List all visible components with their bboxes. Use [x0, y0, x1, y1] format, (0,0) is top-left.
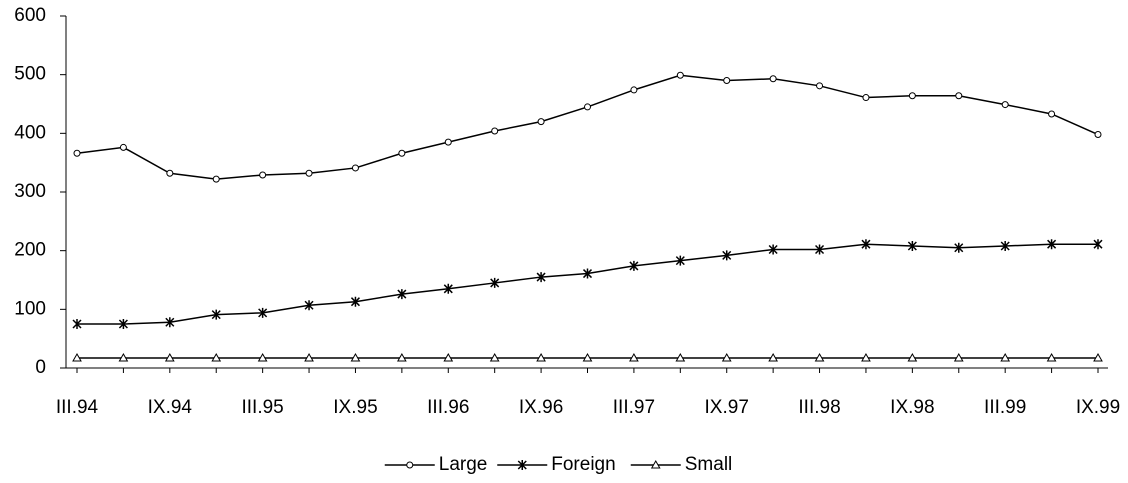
marker	[815, 244, 825, 255]
marker	[166, 169, 174, 177]
marker	[211, 353, 222, 362]
marker	[490, 277, 500, 288]
marker	[676, 71, 684, 79]
x-tick-label: IX.95	[333, 397, 377, 418]
x-tick-label: IX.94	[148, 397, 193, 418]
marker	[1000, 353, 1011, 362]
marker	[814, 353, 825, 362]
marker	[1001, 101, 1009, 109]
x-tick-label: III.99	[984, 397, 1026, 418]
marker	[537, 118, 545, 126]
marker	[861, 239, 871, 250]
y-tick-label: 400	[14, 122, 46, 143]
marker	[489, 353, 500, 362]
marker	[350, 353, 361, 362]
marker	[536, 272, 546, 283]
marker	[164, 353, 175, 362]
marker	[397, 353, 407, 362]
marker	[1047, 239, 1057, 250]
marker	[398, 149, 406, 157]
legend-label: Large	[439, 454, 488, 475]
marker	[954, 242, 964, 253]
marker	[907, 353, 918, 362]
x-tick-label: III.97	[613, 397, 655, 418]
marker	[630, 86, 638, 94]
marker	[629, 353, 639, 362]
marker	[721, 353, 732, 362]
marker	[723, 77, 731, 85]
marker	[444, 138, 452, 146]
marker	[1000, 240, 1010, 251]
x-tick-label: IX.97	[705, 397, 749, 418]
x-tick-label: IX.99	[1076, 397, 1120, 418]
marker	[1093, 353, 1103, 362]
y-tick-label: 600	[14, 5, 46, 26]
marker	[816, 82, 824, 90]
marker	[1093, 239, 1103, 250]
marker	[536, 353, 546, 362]
x-tick-label: III.96	[427, 397, 469, 418]
marker	[350, 296, 360, 307]
marker	[768, 353, 778, 362]
marker	[768, 244, 778, 255]
marker	[304, 300, 314, 311]
y-tick-label: 300	[14, 181, 46, 202]
marker	[908, 92, 916, 100]
y-tick-label: 500	[14, 64, 46, 85]
legend-marker	[406, 461, 414, 469]
marker	[258, 307, 268, 318]
marker	[443, 283, 453, 294]
marker	[118, 353, 129, 362]
marker	[582, 353, 593, 362]
marker	[1046, 353, 1057, 362]
marker	[1048, 110, 1056, 118]
marker	[118, 319, 128, 329]
marker	[305, 169, 313, 177]
marker	[675, 255, 685, 266]
marker	[907, 240, 917, 251]
marker	[722, 250, 732, 261]
marker	[211, 309, 221, 320]
y-tick-label: 100	[14, 298, 46, 319]
series-line	[77, 243, 1098, 325]
x-tick-label: IX.98	[890, 397, 934, 418]
marker	[953, 353, 964, 362]
marker	[769, 75, 777, 83]
marker	[165, 317, 175, 328]
marker	[582, 268, 593, 279]
x-tick-label: III.94	[56, 397, 99, 418]
marker	[443, 353, 454, 362]
legend-marker	[517, 460, 527, 470]
y-tick-label: 0	[35, 357, 46, 378]
y-tick-label: 200	[14, 240, 46, 261]
marker	[491, 127, 499, 135]
marker	[629, 260, 639, 271]
legend-marker	[650, 459, 661, 469]
marker	[119, 143, 127, 151]
marker	[257, 353, 268, 362]
marker	[861, 353, 871, 362]
marker	[675, 353, 686, 362]
marker	[304, 353, 314, 362]
marker	[212, 175, 220, 183]
marker	[397, 289, 407, 300]
marker	[73, 149, 81, 157]
marker	[862, 94, 870, 102]
x-tick-label: III.95	[242, 397, 284, 418]
marker	[955, 92, 963, 100]
series-line	[76, 74, 1099, 180]
x-tick-label: III.98	[798, 397, 840, 418]
x-tick-label: IX.96	[519, 397, 563, 418]
marker	[351, 164, 359, 172]
legend-label: Foreign	[551, 454, 615, 475]
marker	[72, 353, 82, 362]
legend-label: Small	[685, 454, 733, 475]
marker	[72, 319, 82, 329]
marker	[1094, 131, 1102, 139]
marker	[259, 171, 267, 179]
marker	[584, 103, 591, 111]
